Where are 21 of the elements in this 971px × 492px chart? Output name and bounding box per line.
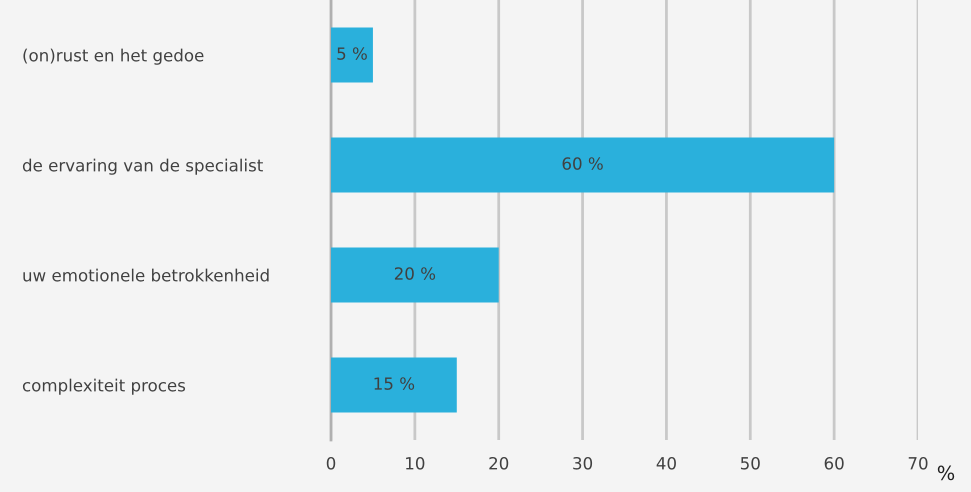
y-tick-label: de ervaring van de specialist bbox=[22, 158, 263, 175]
bar bbox=[331, 358, 457, 412]
data-label: 15 % bbox=[374, 377, 414, 390]
x-tick-label: 30 bbox=[573, 456, 592, 470]
x-tick-label: 10 bbox=[406, 456, 424, 470]
y-tick-label: (on)rust en het gedoe bbox=[23, 48, 204, 65]
data-label: 5 % bbox=[337, 47, 367, 60]
bar bbox=[331, 138, 834, 192]
y-tick-label: uw emotionele betrokkenheid bbox=[23, 268, 269, 282]
x-tick-label: 60 bbox=[824, 456, 844, 470]
x-tick-label: 20 bbox=[489, 456, 508, 470]
bar bbox=[331, 248, 499, 302]
bar bbox=[331, 28, 373, 82]
data-label: 20 % bbox=[394, 267, 436, 280]
x-axis-title: % bbox=[938, 466, 954, 480]
x-tick-label: 40 bbox=[656, 456, 676, 470]
y-tick-label: complexiteit proces bbox=[22, 378, 186, 395]
x-tick-label: 0 bbox=[326, 456, 336, 470]
x-tick-label: 50 bbox=[740, 456, 760, 470]
x-tick-label: 70 bbox=[908, 456, 928, 470]
data-label: 60 % bbox=[562, 157, 603, 170]
